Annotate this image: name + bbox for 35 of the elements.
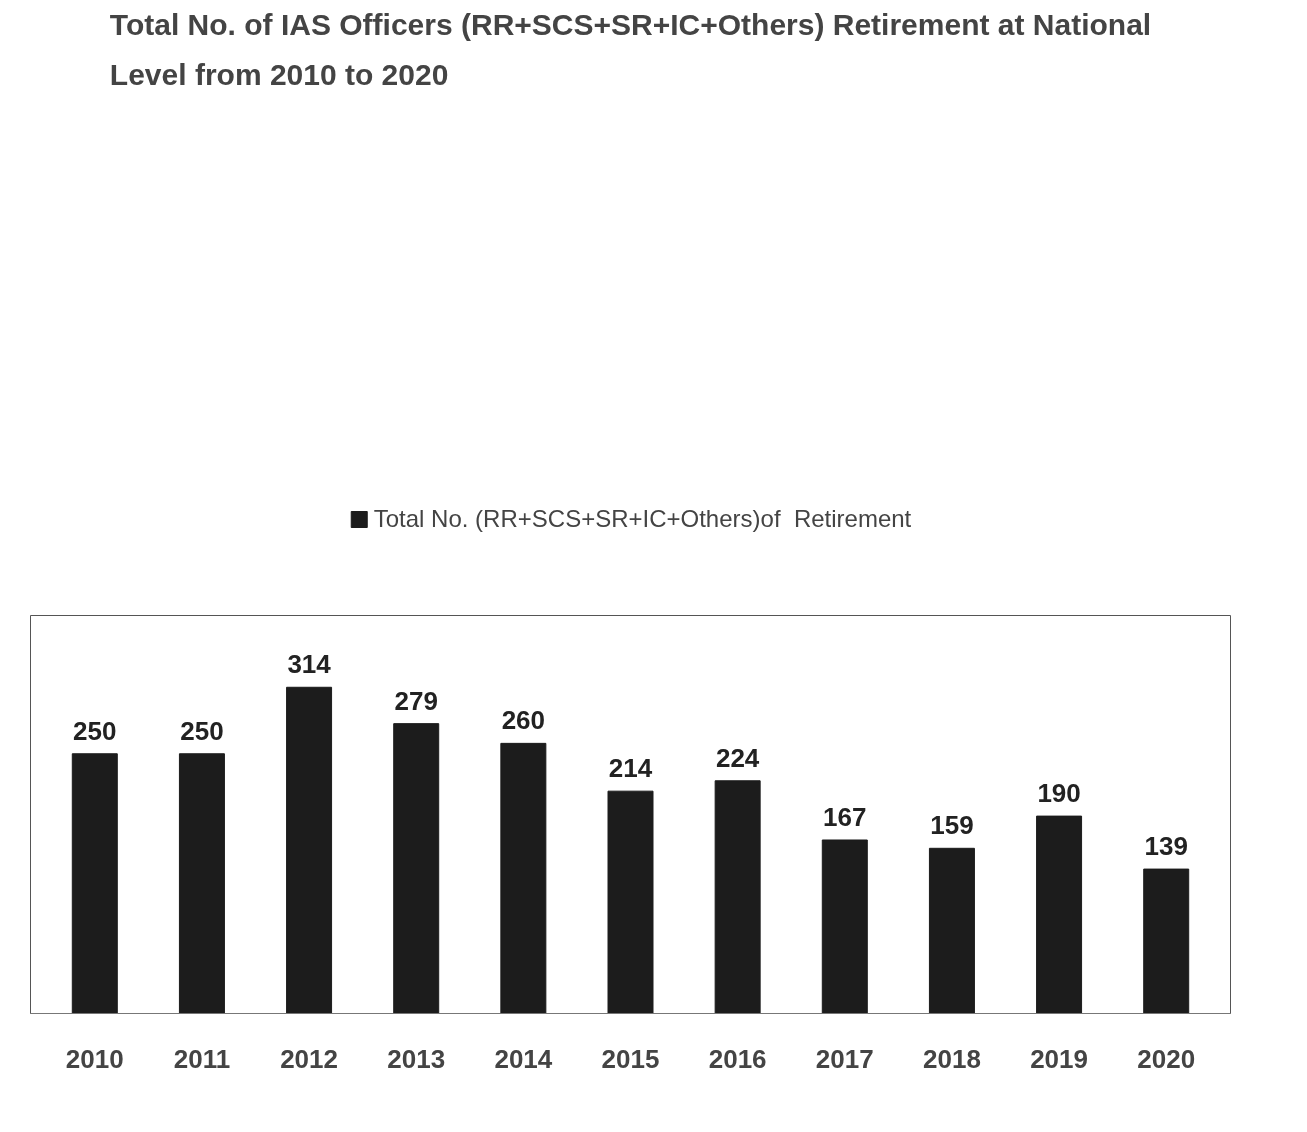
chart-title: Total No. of IAS Officers (RR+SCS+SR+IC+Others) Retirement at National Level from 2010 to 2020 [109, 8, 1152, 91]
x-tick-label: 2016 [708, 1043, 767, 1074]
bar [500, 742, 547, 1014]
data-label: 139 [1144, 831, 1188, 862]
data-label: 314 [287, 649, 332, 680]
x-tick-label: 2011 [173, 1043, 231, 1074]
bar [714, 780, 761, 1014]
data-label: 260 [501, 705, 546, 736]
bar [178, 753, 225, 1014]
x-tick-label: 2012 [280, 1043, 338, 1074]
x-tick-label: 2018 [923, 1043, 981, 1074]
bar [607, 790, 654, 1014]
x-tick-label: 2010 [65, 1043, 124, 1074]
bar [393, 723, 440, 1014]
data-label: 214 [608, 753, 653, 784]
data-label: 159 [930, 810, 974, 841]
bar [1143, 868, 1190, 1014]
data-label: 250 [73, 715, 117, 746]
x-tick-label: 2014 [494, 1043, 553, 1074]
x-tick-label: 2017 [815, 1043, 874, 1074]
bar [71, 753, 118, 1014]
data-label: 224 [715, 742, 760, 773]
x-tick-label: 2020 [1137, 1043, 1196, 1074]
legend-label: Total No. (RR+SCS+SR+IC+Others)of Retirement [373, 505, 912, 533]
bar [928, 847, 975, 1014]
data-label: 190 [1037, 778, 1081, 809]
data-label: 279 [394, 685, 438, 716]
bar [286, 686, 333, 1014]
x-tick-label: 2015 [601, 1043, 660, 1074]
x-tick-label: 2013 [387, 1043, 446, 1074]
x-tick-label: 2019 [1030, 1043, 1088, 1074]
data-label: 250 [180, 715, 224, 746]
bar [821, 839, 868, 1014]
bar [1036, 815, 1083, 1014]
data-label: 167 [823, 802, 867, 832]
